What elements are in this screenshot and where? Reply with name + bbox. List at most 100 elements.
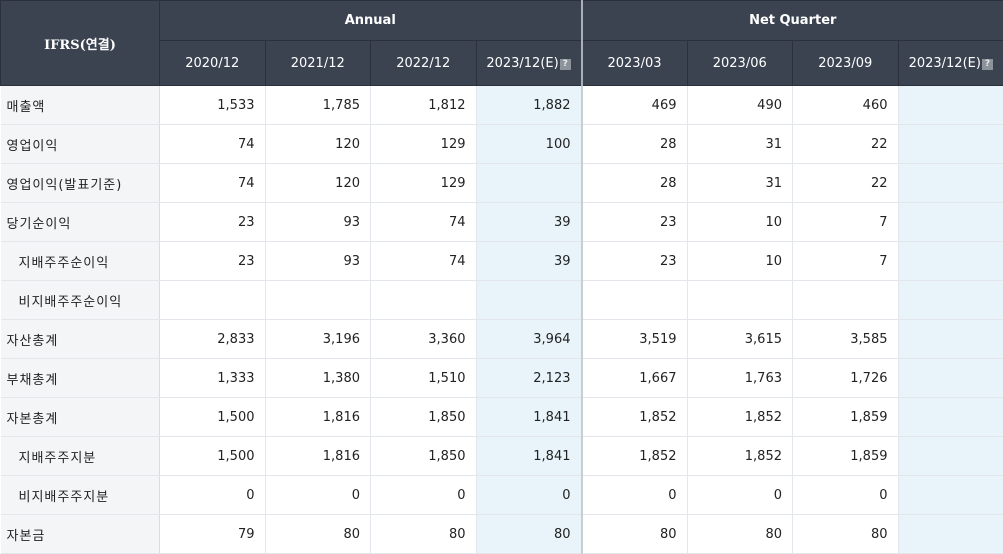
value-cell: 23 xyxy=(160,203,266,242)
value-cell: 80 xyxy=(687,515,793,554)
corner-header: IFRS(연결) xyxy=(1,1,160,86)
value-cell: 31 xyxy=(687,125,793,164)
value-cell: 39 xyxy=(476,203,582,242)
value-cell xyxy=(898,164,1003,203)
help-icon[interactable]: ? xyxy=(560,59,571,70)
value-cell xyxy=(582,281,688,320)
value-cell: 80 xyxy=(265,515,371,554)
value-cell xyxy=(898,476,1003,515)
value-cell xyxy=(476,164,582,203)
value-cell: 1,882 xyxy=(476,86,582,125)
value-cell: 22 xyxy=(793,125,899,164)
value-cell: 0 xyxy=(582,476,688,515)
value-cell: 1,850 xyxy=(371,437,477,476)
value-cell xyxy=(371,281,477,320)
annual-period-header: 2022/12 xyxy=(371,41,477,86)
value-cell: 1,510 xyxy=(371,359,477,398)
value-cell: 1,852 xyxy=(582,437,688,476)
value-cell: 129 xyxy=(371,164,477,203)
value-cell: 3,360 xyxy=(371,320,477,359)
value-cell: 3,196 xyxy=(265,320,371,359)
value-cell: 1,763 xyxy=(687,359,793,398)
value-cell: 1,816 xyxy=(265,437,371,476)
value-cell: 10 xyxy=(687,203,793,242)
value-cell: 1,785 xyxy=(265,86,371,125)
value-cell: 1,812 xyxy=(371,86,477,125)
value-cell: 7 xyxy=(793,242,899,281)
value-cell: 1,726 xyxy=(793,359,899,398)
value-cell: 1,841 xyxy=(476,398,582,437)
row-label: 당기순이익 xyxy=(1,203,160,242)
value-cell xyxy=(898,125,1003,164)
help-icon[interactable]: ? xyxy=(982,59,993,70)
value-cell: 1,850 xyxy=(371,398,477,437)
value-cell: 0 xyxy=(793,476,899,515)
value-cell: 74 xyxy=(160,164,266,203)
value-cell: 0 xyxy=(160,476,266,515)
value-cell: 469 xyxy=(582,86,688,125)
value-cell: 1,533 xyxy=(160,86,266,125)
row-label: 영업이익(발표기준) xyxy=(1,164,160,203)
value-cell: 120 xyxy=(265,164,371,203)
value-cell: 23 xyxy=(582,203,688,242)
value-cell: 490 xyxy=(687,86,793,125)
quarter-period-header: 2023/09 xyxy=(793,41,899,86)
value-cell: 23 xyxy=(582,242,688,281)
value-cell xyxy=(898,203,1003,242)
table-row: 비지배주주순이익 xyxy=(1,281,1003,320)
annual-period-header-estimate: 2023/12(E)? xyxy=(476,41,582,86)
quarter-period-header: 2023/03 xyxy=(582,41,688,86)
value-cell: 0 xyxy=(265,476,371,515)
value-cell xyxy=(687,281,793,320)
value-cell: 80 xyxy=(476,515,582,554)
value-cell: 28 xyxy=(582,125,688,164)
value-cell: 3,964 xyxy=(476,320,582,359)
value-cell: 1,333 xyxy=(160,359,266,398)
value-cell xyxy=(898,320,1003,359)
value-cell: 120 xyxy=(265,125,371,164)
value-cell: 10 xyxy=(687,242,793,281)
annual-period-header: 2021/12 xyxy=(265,41,371,86)
value-cell xyxy=(898,515,1003,554)
value-cell: 74 xyxy=(371,203,477,242)
value-cell: 3,585 xyxy=(793,320,899,359)
value-cell: 1,852 xyxy=(687,398,793,437)
value-cell: 80 xyxy=(582,515,688,554)
value-cell: 3,615 xyxy=(687,320,793,359)
value-cell: 79 xyxy=(160,515,266,554)
value-cell xyxy=(898,242,1003,281)
row-label: 매출액 xyxy=(1,86,160,125)
value-cell: 1,667 xyxy=(582,359,688,398)
row-label: 자본총계 xyxy=(1,398,160,437)
value-cell: 31 xyxy=(687,164,793,203)
row-label: 자본금 xyxy=(1,515,160,554)
value-cell xyxy=(898,86,1003,125)
value-cell: 460 xyxy=(793,86,899,125)
row-label: 비지배주주순이익 xyxy=(1,281,160,320)
value-cell xyxy=(160,281,266,320)
value-cell: 39 xyxy=(476,242,582,281)
quarter-period-header: 2023/06 xyxy=(687,41,793,86)
value-cell: 0 xyxy=(371,476,477,515)
value-cell: 2,833 xyxy=(160,320,266,359)
value-cell xyxy=(898,359,1003,398)
value-cell xyxy=(265,281,371,320)
value-cell: 129 xyxy=(371,125,477,164)
value-cell: 1,500 xyxy=(160,398,266,437)
value-cell xyxy=(898,281,1003,320)
row-label: 지배주주지분 xyxy=(1,437,160,476)
row-label: 비지배주주지분 xyxy=(1,476,160,515)
annual-group-header: Annual xyxy=(160,1,582,41)
value-cell: 1,380 xyxy=(265,359,371,398)
row-label: 부채총계 xyxy=(1,359,160,398)
